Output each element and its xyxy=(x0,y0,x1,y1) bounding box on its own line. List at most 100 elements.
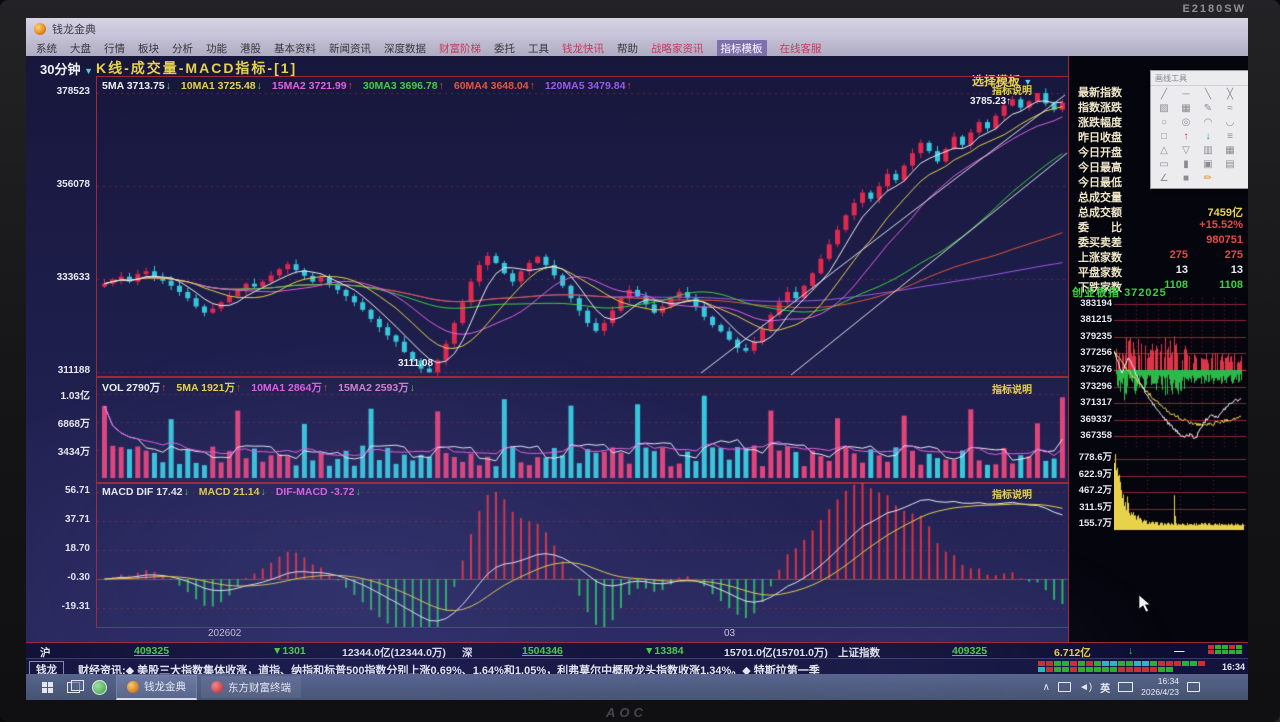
arrow-up-icon: ↑ xyxy=(322,382,329,394)
taskbar-app-eastmoney[interactable]: 东方财富终端 xyxy=(201,676,301,698)
quote-row-label: 总成交额 xyxy=(1078,207,1122,219)
keyboard-icon[interactable] xyxy=(1118,682,1134,692)
macd-chart-canvas[interactable] xyxy=(96,482,1070,628)
quote-row-label: 涨跌幅度 xyxy=(1078,117,1122,129)
arrow-down-icon: ↓ xyxy=(165,80,171,92)
draw-tool-icon-13[interactable]: ↑ xyxy=(1183,131,1189,142)
period-selector[interactable]: 30分钟 ▼ xyxy=(40,62,94,77)
task-view-button[interactable] xyxy=(60,676,86,698)
draw-tool-icon-26[interactable]: ✏ xyxy=(1203,173,1213,184)
status-item-2: ▼1301 xyxy=(272,645,306,657)
quote-row-value2: 13 xyxy=(1230,264,1243,276)
indicator-help-link-main[interactable]: 指标说明 xyxy=(992,86,1032,97)
ticker-time: 16:34 xyxy=(1221,662,1245,672)
indicator-label-text: 60MA4 3648.04 xyxy=(453,80,529,92)
menu-item-工具[interactable]: 工具 xyxy=(528,42,549,55)
menu-item-系统[interactable]: 系统 xyxy=(36,42,57,55)
indicator-help-link-macd[interactable]: 指标说明 xyxy=(992,490,1032,501)
menu-item-大盘[interactable]: 大盘 xyxy=(70,42,91,55)
indicator-label: 10MA1 3725.48↓ xyxy=(181,80,262,92)
quote-row-value1: 13 xyxy=(1175,264,1188,276)
quote-row-4: 昨日收盘 xyxy=(1078,129,1246,144)
draw-tool-icon-10[interactable]: ◠ xyxy=(1203,117,1213,128)
arrow-up-icon: ↑ xyxy=(347,80,353,92)
draw-tool-icon-16[interactable]: △ xyxy=(1160,145,1168,156)
draw-tool-icon-14[interactable]: ↓ xyxy=(1205,131,1211,142)
menu-item-板块[interactable]: 板块 xyxy=(138,42,159,55)
quote-row-label: 委买卖差 xyxy=(1078,237,1122,249)
draw-tool-icon-17[interactable]: ▽ xyxy=(1182,145,1190,156)
menu-item-新闻资讯[interactable]: 新闻资讯 xyxy=(329,42,371,55)
draw-tool-icon-21[interactable]: ▮ xyxy=(1183,159,1189,170)
draw-tool-icon-22[interactable]: ▣ xyxy=(1203,159,1213,170)
kline-chart-canvas[interactable] xyxy=(96,76,1070,378)
qianlong-app-icon xyxy=(127,680,139,693)
arrow-up-icon: ↑ xyxy=(626,80,632,92)
axis-tick: -0.30 xyxy=(67,572,90,583)
quote-row-13: 平盘家数 13 13 xyxy=(1078,264,1246,279)
menu-item-指标模板[interactable]: 指标模板 xyxy=(716,39,767,57)
tray-clock[interactable]: 16:34 2026/4/23 xyxy=(1141,676,1179,697)
draw-tool-icon-5[interactable]: ▦ xyxy=(1181,103,1191,114)
draw-tool-icon-24[interactable]: ∠ xyxy=(1159,173,1169,184)
draw-tool-icon-9[interactable]: ◎ xyxy=(1181,117,1191,128)
draw-tool-icon-7[interactable]: ≈ xyxy=(1227,103,1233,114)
draw-tool-icon-2[interactable]: ╲ xyxy=(1204,89,1212,100)
menu-item-在线客服[interactable]: 在线客服 xyxy=(779,42,822,55)
notification-icon[interactable] xyxy=(1187,682,1200,692)
intraday-volume-chart[interactable] xyxy=(1114,452,1246,532)
menu-item-战略家资讯[interactable]: 战略家资讯 xyxy=(651,42,704,55)
draw-tool-icon-11[interactable]: ◡ xyxy=(1225,117,1235,128)
draw-tool-icon-23[interactable]: ▤ xyxy=(1225,159,1235,170)
volume-chart-canvas[interactable] xyxy=(96,376,1070,484)
menu-item-深度数据[interactable]: 深度数据 xyxy=(384,42,426,55)
draw-tool-icon-12[interactable]: □ xyxy=(1160,131,1168,142)
indicator-label: 10MA1 2864万↑ xyxy=(251,380,328,395)
axis-tick: 3434万 xyxy=(57,447,90,458)
indicator-label-text: 10MA1 2864万 xyxy=(251,382,322,394)
draw-tool-icon-6[interactable]: ✎ xyxy=(1203,103,1213,114)
menu-item-钱龙快讯[interactable]: 钱龙快讯 xyxy=(562,42,604,55)
draw-tool-icon-19[interactable]: ▦ xyxy=(1225,145,1235,156)
draw-tool-icon-25[interactable]: ■ xyxy=(1182,173,1190,184)
menu-item-基本资料[interactable]: 基本资料 xyxy=(274,42,316,55)
menu-item-功能[interactable]: 功能 xyxy=(206,42,227,55)
draw-tool-icon-18[interactable]: ▥ xyxy=(1203,145,1213,156)
draw-tool-icon-15[interactable]: ≡ xyxy=(1227,131,1233,142)
draw-tool-icon-20[interactable]: ▭ xyxy=(1159,159,1169,170)
draw-tool-icon-3[interactable]: ╳ xyxy=(1226,89,1234,100)
draw-tool-icon-0[interactable]: ╱ xyxy=(1160,89,1168,100)
draw-tool-icon-8[interactable]: ○ xyxy=(1160,117,1168,128)
volume-labels-row: VOL 2790万↑ 5MA 1921万↑ 10MA1 2864万↑ 15MA2 25… xyxy=(102,380,415,395)
axis-tick: 155.7万 xyxy=(1078,518,1112,529)
menu-item-财富阶梯[interactable]: 财富阶梯 xyxy=(439,42,481,55)
indicator-help-link-volume[interactable]: 指标说明 xyxy=(992,385,1032,396)
menu-item-港股[interactable]: 港股 xyxy=(240,42,261,55)
start-button[interactable] xyxy=(34,676,60,698)
monitor-model-label: E2180SW xyxy=(1182,3,1246,15)
chevron-down-icon: ▼ xyxy=(84,66,94,76)
intraday-mini-chart[interactable] xyxy=(1114,298,1246,450)
quote-row-label: 上涨家数 xyxy=(1078,252,1122,264)
draw-tools-palette: 画线工具 ╱ ─ ╲ ╳ ▨ ▦ ✎ ≈ ○ ◎ ◠ ◡ □ ↑ ↓ ≡ △ ▽ ▥ ▦ ▭ ▮ ▣ ▤ ∠ ■ ✏ xyxy=(1150,70,1248,189)
arrow-down-icon: ↓ xyxy=(260,486,266,498)
menu-item-委托[interactable]: 委托 xyxy=(494,42,515,55)
ime-indicator[interactable]: 英 xyxy=(1100,683,1111,695)
menu-item-行情[interactable]: 行情 xyxy=(104,42,125,55)
browser-icon[interactable] xyxy=(86,676,112,698)
quote-row-label: 下跌家数 xyxy=(1078,282,1122,294)
draw-tool-icon-4[interactable]: ▨ xyxy=(1159,103,1169,114)
tray-expand-icon[interactable]: ∧ xyxy=(1042,681,1050,693)
axis-tick: 778.6万 xyxy=(1078,452,1112,463)
app-workspace: 30分钟 ▼ K线-成交量-MACD指标-[1] 选择模板 ▼ ✦ 战略家 创业… xyxy=(26,56,1248,678)
menu-item-分析[interactable]: 分析 xyxy=(172,42,193,55)
draw-tool-icon-1[interactable]: ─ xyxy=(1182,89,1190,100)
chat-bubble-icon[interactable] xyxy=(1057,682,1071,692)
axis-tick: 377256 xyxy=(1080,347,1112,358)
axis-tick: 367358 xyxy=(1080,430,1112,441)
taskbar-app-qianlong[interactable]: 钱龙金典 xyxy=(116,674,197,700)
high-price-label: 3785.23↑ xyxy=(970,96,1012,107)
menu-item-帮助[interactable]: 帮助 xyxy=(617,42,638,55)
speaker-icon[interactable]: ◄) xyxy=(1078,681,1093,693)
axis-tick: 379235 xyxy=(1080,331,1112,342)
